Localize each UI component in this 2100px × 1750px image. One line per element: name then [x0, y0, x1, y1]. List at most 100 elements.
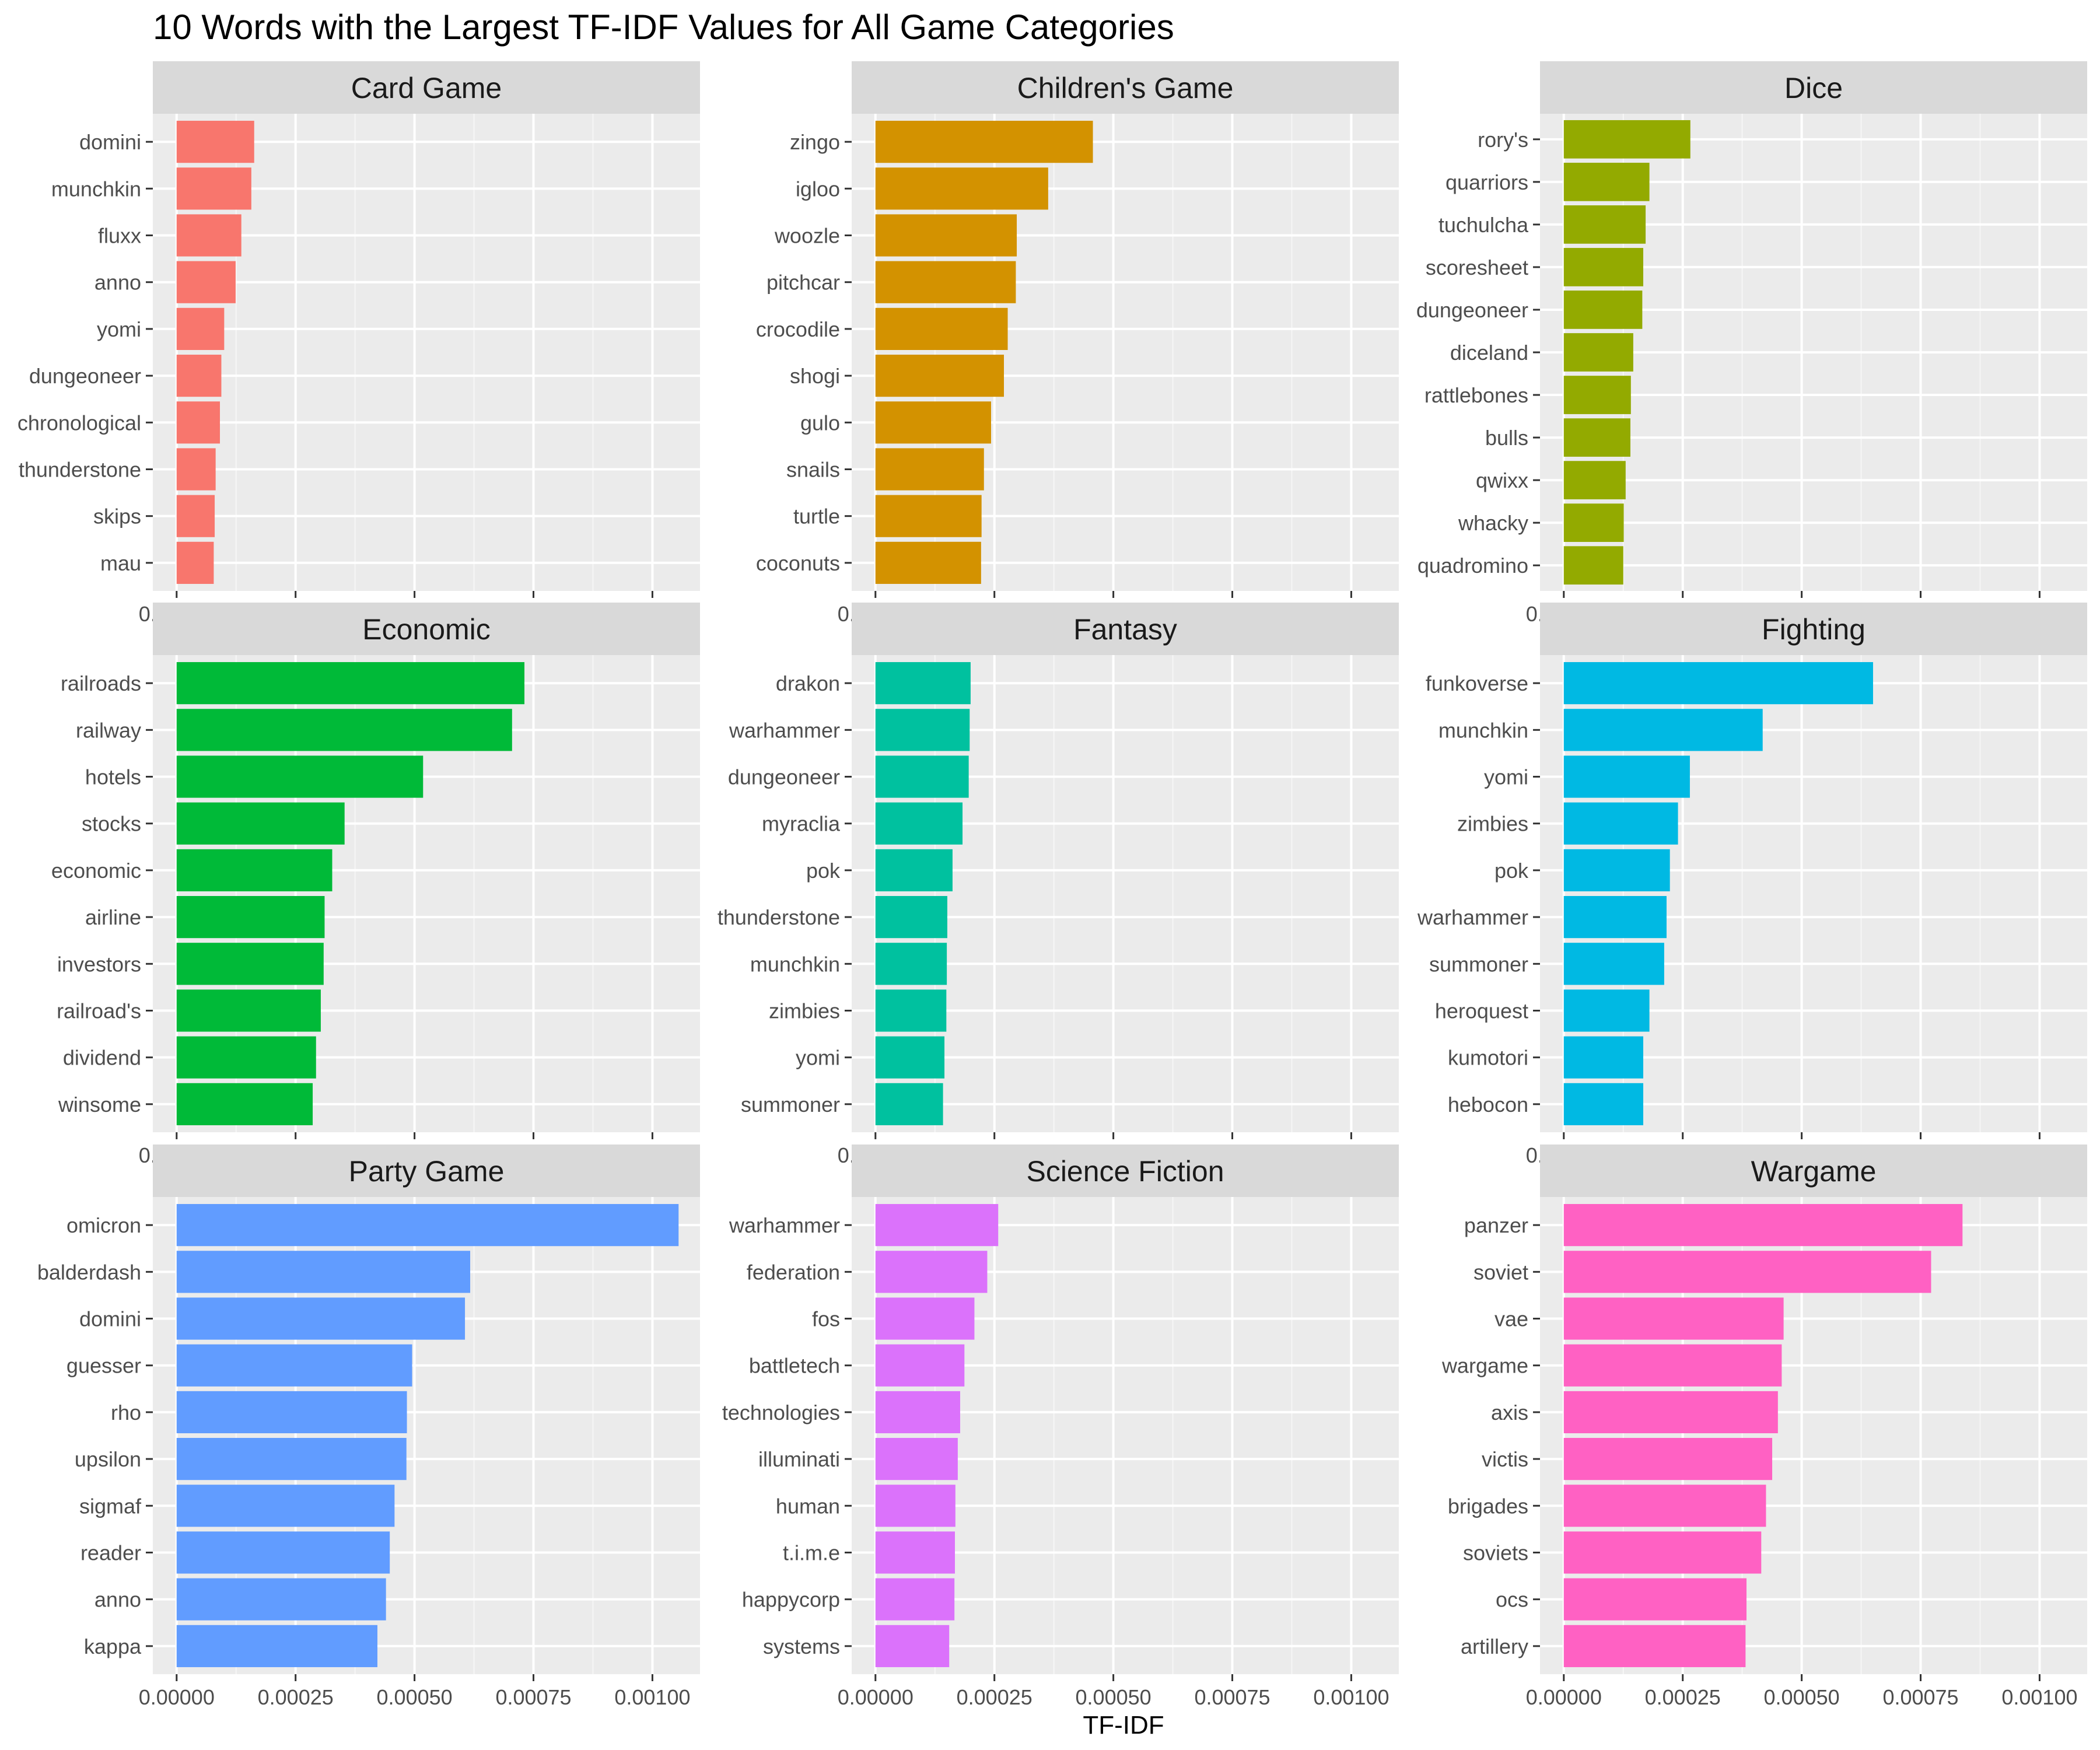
x-tick-label: 0.00075	[495, 1685, 571, 1709]
x-tick-label: 0.00050	[1764, 1685, 1840, 1709]
x-axis-title: TF-IDF	[1083, 1711, 1164, 1740]
y-tick-label: rattlebones	[1424, 383, 1528, 407]
panel-strip-label: Economic	[362, 613, 491, 646]
bar-pok	[1563, 849, 1670, 891]
bar-upsilon	[176, 1438, 407, 1480]
bar-crocodile	[875, 307, 1008, 350]
panel-strip	[153, 61, 700, 114]
bar-economic	[176, 849, 332, 891]
panel-science-fiction: Science Fiction warhammer federation fos bat…	[722, 1144, 1399, 1709]
bar-diceland	[1563, 333, 1633, 372]
bar-scoresheet	[1563, 248, 1643, 286]
panel-dice: Dice rory's quarriors tuchulcha scoresheet du…	[1416, 61, 2087, 626]
y-tick-label: soviets	[1463, 1541, 1528, 1564]
bar-munchkin	[875, 943, 947, 985]
y-tick-label: warhammer	[729, 1213, 840, 1237]
y-tick-label: upsilon	[75, 1447, 141, 1471]
panel-wargame: Wargame panzer soviet vae wargame axis victis b…	[1441, 1144, 2087, 1709]
y-tick-label: coconuts	[756, 551, 840, 575]
bar-warhammer	[875, 709, 970, 751]
panel-strip	[852, 1144, 1399, 1197]
x-tick-label: 0.00025	[1645, 1685, 1721, 1709]
x-tick-label: 0.00075	[1882, 1685, 1958, 1709]
y-tick-label: yomi	[796, 1046, 840, 1070]
facet-panels: Card Game domini munchkin fluxx anno yomi dung…	[18, 61, 2087, 1709]
y-tick-label: ocs	[1496, 1588, 1528, 1612]
bar-railroad-s	[176, 989, 321, 1032]
panel-strip-label: Wargame	[1751, 1155, 1877, 1188]
panel-strip	[1540, 603, 2087, 655]
bar-summoner	[1563, 943, 1664, 985]
bar-yomi	[176, 307, 225, 350]
bar-battletech	[875, 1344, 965, 1387]
panel-fantasy: Fantasy drakon warhammer dungeoneer myraclia…	[718, 603, 1399, 1167]
y-tick-label: illuminati	[758, 1447, 840, 1471]
bar-heroquest	[1563, 989, 1650, 1032]
y-tick-label: hebocon	[1448, 1093, 1528, 1116]
bar-zimbies	[875, 989, 947, 1032]
bar-whacky	[1563, 503, 1624, 542]
y-tick-label: omicron	[66, 1213, 141, 1237]
x-tick-label: 0.00100	[2001, 1685, 2077, 1709]
bar-pok	[875, 849, 953, 891]
bar-munchkin	[1563, 709, 1763, 751]
bar-winsome	[176, 1083, 313, 1125]
x-tick-label: 0.00000	[1526, 1685, 1602, 1709]
bar-vae	[1563, 1297, 1784, 1340]
y-tick-label: economic	[51, 859, 141, 883]
y-tick-label: scoresheet	[1426, 256, 1528, 279]
x-tick-label: 0.00000	[139, 1685, 215, 1709]
x-tick-label: 0.00100	[1313, 1685, 1389, 1709]
bar-domini	[176, 121, 254, 163]
bar-sigmaf	[176, 1485, 395, 1527]
x-tick-label: 0.00025	[957, 1685, 1032, 1709]
y-tick-label: dungeoneer	[728, 765, 840, 789]
bar-dungeoneer	[1563, 290, 1643, 329]
y-tick-label: crocodile	[756, 317, 840, 341]
y-tick-label: munchkin	[750, 952, 840, 976]
y-tick-label: vae	[1494, 1307, 1528, 1331]
y-tick-label: anno	[94, 271, 141, 295]
bar-hebocon	[1563, 1083, 1643, 1125]
y-tick-label: zimbies	[1457, 812, 1528, 836]
bar-airline	[176, 896, 325, 939]
y-tick-label: investors	[57, 952, 141, 976]
panel-strip-label: Dice	[1784, 72, 1843, 104]
y-tick-label: turtle	[793, 505, 840, 528]
y-tick-label: soviet	[1474, 1260, 1528, 1284]
bar-rory-s	[1563, 120, 1690, 159]
y-tick-label: igloo	[796, 177, 840, 201]
bar-chronological	[176, 401, 220, 444]
bar-victis	[1563, 1438, 1773, 1480]
bar-gulo	[875, 401, 991, 444]
bar-igloo	[875, 167, 1048, 210]
y-tick-label: summoner	[741, 1093, 840, 1116]
y-tick-label: happycorp	[742, 1588, 840, 1612]
y-tick-label: thunderstone	[19, 457, 141, 481]
x-tick-label: 0.00075	[1194, 1685, 1270, 1709]
bar-guesser	[176, 1344, 412, 1387]
x-tick-label: 0.00050	[1076, 1685, 1152, 1709]
y-tick-label: fluxx	[98, 224, 141, 248]
bar-snails	[875, 448, 984, 491]
y-tick-label: munchkin	[51, 177, 141, 201]
panel-children-s-game: Children's Game zingo igloo woozle pitchcar c…	[756, 61, 1399, 626]
bar-drakon	[875, 662, 971, 705]
bar-wargame	[1563, 1344, 1782, 1387]
bar-soviets	[1563, 1531, 1762, 1574]
bar-warhammer	[1563, 896, 1667, 939]
bar-zimbies	[1563, 802, 1678, 845]
bar-human	[875, 1485, 956, 1527]
y-tick-label: qwixx	[1476, 468, 1528, 492]
y-tick-label: dungeoneer	[29, 364, 141, 388]
x-tick-label: 0.00000	[838, 1685, 914, 1709]
bar-reader	[176, 1531, 390, 1574]
y-tick-label: mau	[100, 551, 141, 575]
y-tick-label: reader	[80, 1541, 141, 1564]
bar-anno	[176, 1578, 386, 1620]
bar-funkoverse	[1563, 662, 1873, 705]
bar-omicron	[176, 1204, 679, 1247]
bar-brigades	[1563, 1485, 1766, 1527]
bar-anno	[176, 261, 236, 303]
